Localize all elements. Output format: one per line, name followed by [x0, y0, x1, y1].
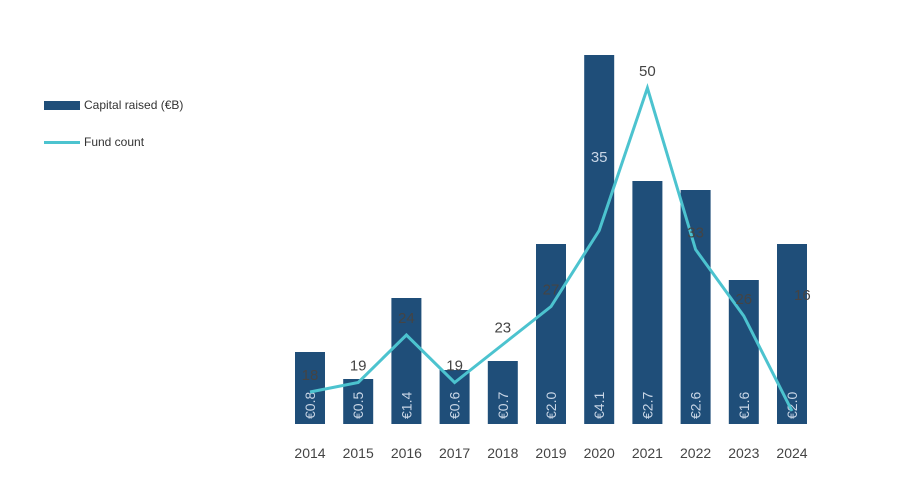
line-label-2022: 33: [687, 225, 704, 242]
x-tick-2014: 2014: [294, 445, 325, 461]
bar-label-2019: €2.0: [543, 392, 559, 419]
bar-2020: [584, 55, 615, 424]
bar-2016: [391, 298, 422, 424]
bar-2014: [295, 352, 325, 424]
bar-2019: [536, 244, 566, 424]
bar-label-2015: €0.5: [350, 392, 366, 419]
line-label-2018: 23: [494, 320, 511, 337]
x-tick-2023: 2023: [728, 445, 759, 461]
line-label-2024: 16: [794, 287, 811, 304]
bar-label-2024: €2.0: [784, 392, 800, 419]
line-label-2019: 27: [543, 282, 560, 299]
bar-label-2020: €4.1: [591, 392, 607, 419]
bar-label-2014: €0.8: [302, 392, 318, 419]
line-label-2020: 35: [591, 149, 608, 166]
x-tick-2024: 2024: [776, 445, 807, 461]
x-tick-2019: 2019: [535, 445, 566, 461]
legend-item-fund-count: Fund count: [44, 133, 183, 151]
bar-2022: [680, 190, 711, 424]
bar-label-2022: €2.6: [688, 392, 704, 419]
fund-count-line: [309, 83, 794, 412]
x-tick-2020: 2020: [584, 445, 615, 461]
bar-2017: [439, 370, 470, 424]
bar-2018: [487, 361, 518, 424]
line-label-2023: 26: [735, 291, 752, 308]
bar-label-2016: €1.4: [398, 392, 414, 419]
legend-item-capital: Capital raised (€B): [44, 96, 183, 114]
bar-label-2021: €2.7: [639, 392, 655, 419]
legend-swatch-bar: [44, 100, 80, 110]
x-tick-2021: 2021: [632, 445, 663, 461]
bar-label-2017: €0.6: [447, 392, 463, 419]
x-tick-2022: 2022: [680, 445, 711, 461]
x-tick-2017: 2017: [439, 445, 470, 461]
legend: Capital raised (€B) Fund count: [44, 96, 183, 170]
x-tick-2016: 2016: [391, 445, 422, 461]
line-label-2016: 24: [398, 310, 415, 327]
line-label-2017: 19: [446, 358, 463, 375]
legend-label-fund-count: Fund count: [84, 135, 145, 149]
bar-2015: [343, 379, 374, 424]
legend-label-capital: Capital raised (€B): [84, 98, 184, 112]
bar-label-2018: €0.7: [495, 392, 511, 419]
x-tick-2015: 2015: [343, 445, 374, 461]
x-tick-2018: 2018: [487, 445, 518, 461]
bar-label-2023: €1.6: [736, 392, 752, 419]
line-label-2014: 18: [302, 367, 319, 384]
line-label-2021: 50: [639, 63, 656, 80]
bar-2021: [632, 181, 663, 424]
legend-swatch-line: [44, 140, 80, 144]
line-label-2015: 19: [350, 358, 367, 375]
